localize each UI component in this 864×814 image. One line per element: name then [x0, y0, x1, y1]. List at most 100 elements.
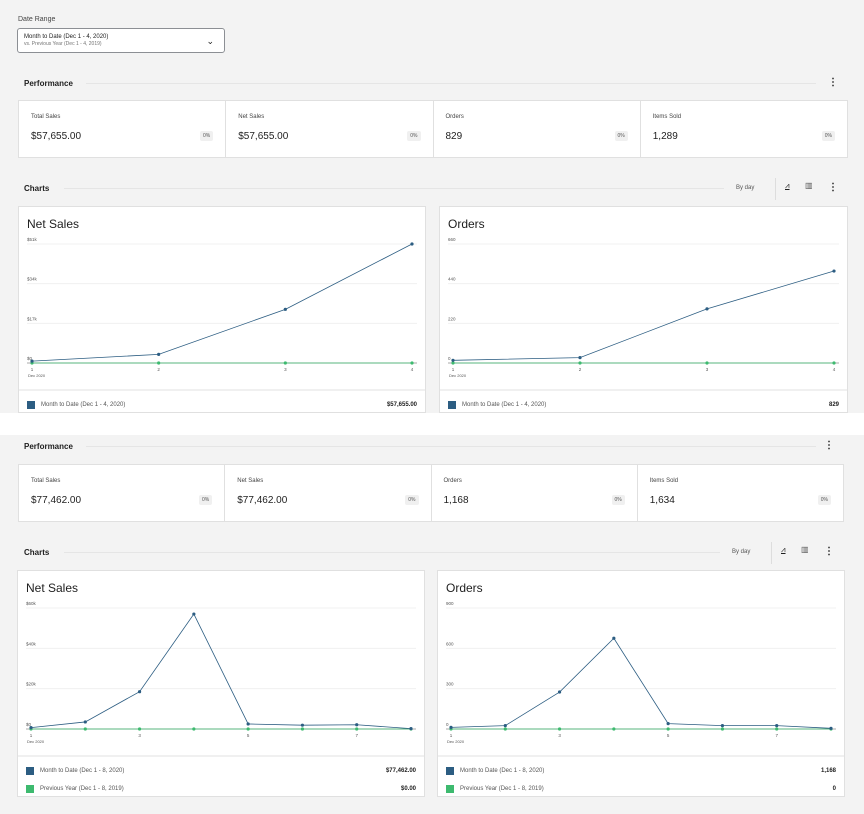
date-range-select[interactable]: Month to Date (Dec 1 - 4, 2020) vs. Prev… — [17, 28, 225, 53]
tile-delta-badge: 0% — [611, 495, 625, 505]
bar-chart-icon[interactable]: ▥ — [801, 545, 809, 554]
line-chart: $51k $34k $17k $0 1 2 3 4 Dec 2020 — [19, 237, 425, 391]
x-tick-label: 7 — [775, 733, 778, 738]
data-point — [449, 725, 453, 729]
legend-item[interactable]: Month to Date (Dec 1 - 4, 2020) 829 — [448, 397, 839, 413]
y-tick-label: 220 — [448, 316, 456, 321]
y-tick-label: $0 — [26, 722, 32, 727]
tile-value: $77,462.00 — [31, 495, 82, 506]
legend-swatch — [446, 767, 454, 775]
tile-total-sales[interactable]: Total Sales $77,462.00 0% — [19, 465, 226, 521]
chart-title: Orders — [448, 217, 485, 231]
performance-menu-icon[interactable]: ⋮ — [828, 77, 838, 88]
x-tick-label: 7 — [355, 733, 358, 738]
data-point — [300, 723, 305, 727]
tile-delta-badge: 0% — [407, 131, 421, 141]
y-tick-label: $40k — [26, 641, 37, 646]
legend-item[interactable]: Previous Year (Dec 1 - 8, 2019) $0.00 — [26, 781, 416, 797]
legend-label: Month to Date (Dec 1 - 4, 2020) — [462, 402, 547, 408]
data-point — [283, 307, 287, 311]
tile-label: Net Sales — [237, 478, 264, 484]
tile-total-sales[interactable]: Total Sales $57,655.00 0% — [19, 101, 227, 157]
tile-net-sales[interactable]: Net Sales $77,462.00 0% — [225, 465, 432, 521]
data-point — [720, 727, 725, 731]
chart-card-orders: Orders 660 440 220 0 1 2 3 4 Dec 2020 Month to Da… — [439, 206, 848, 413]
x-tick-label: 3 — [706, 367, 709, 372]
tile-label: Net Sales — [238, 114, 265, 120]
data-point — [666, 727, 670, 731]
legend-label: Month to Date (Dec 1 - 4, 2020) — [41, 402, 126, 408]
tile-items-sold[interactable]: Items Sold 1,289 0% — [641, 101, 847, 157]
data-point — [157, 352, 161, 356]
tile-value: 1,168 — [443, 495, 469, 506]
x-axis-sublabel: Dec 2020 — [447, 739, 465, 744]
data-point — [557, 727, 562, 731]
tile-value: 829 — [445, 131, 463, 142]
data-point — [246, 722, 250, 726]
data-point — [300, 727, 305, 731]
vertical-divider — [775, 178, 776, 200]
x-tick-label: 5 — [667, 733, 670, 738]
legend-value: 0 — [832, 786, 836, 792]
performance-menu-icon[interactable]: ⋮ — [824, 440, 834, 451]
tile-orders[interactable]: Orders 829 0% — [434, 101, 641, 157]
date-range-primary: Month to Date (Dec 1 - 4, 2020) — [24, 34, 109, 40]
y-tick-label: $34k — [27, 277, 38, 282]
data-point — [355, 727, 359, 731]
data-point — [29, 725, 33, 730]
legend-item[interactable]: Previous Year (Dec 1 - 8, 2019) 0 — [446, 781, 836, 797]
y-tick-label: 660 — [448, 237, 456, 242]
y-tick-label: 440 — [448, 277, 456, 282]
tile-label: Total Sales — [31, 478, 61, 484]
data-point — [578, 361, 582, 365]
data-point — [612, 636, 616, 640]
data-point — [192, 727, 196, 731]
tile-orders[interactable]: Orders 1,168 0% — [432, 465, 638, 521]
x-axis-sublabel: Dec 2020 — [28, 373, 46, 378]
x-tick-label: 1 — [30, 733, 33, 738]
data-point — [451, 358, 455, 362]
bar-chart-icon[interactable]: ▥ — [805, 181, 813, 190]
data-point — [355, 723, 359, 727]
data-point — [775, 727, 779, 731]
legend-item[interactable]: Month to Date (Dec 1 - 8, 2020) 1,168 — [446, 763, 836, 779]
data-point — [775, 724, 779, 728]
vertical-divider — [771, 542, 772, 564]
line-chart-icon[interactable]: ⩘ — [785, 181, 790, 190]
tile-delta-badge: 0% — [405, 495, 419, 505]
line-chart-icon[interactable]: ⩘ — [781, 545, 786, 554]
tile-delta-badge: 0% — [821, 131, 835, 141]
performance-tiles: Total Sales $57,655.00 0% Net Sales $57,… — [18, 100, 848, 158]
charts-menu-icon[interactable]: ⋮ — [828, 182, 838, 193]
tile-value: 1,289 — [652, 131, 678, 142]
legend-item[interactable]: Month to Date (Dec 1 - 4, 2020) $57,655.0… — [27, 397, 417, 413]
date-range-label: Date Range — [18, 16, 56, 23]
data-point — [83, 727, 87, 731]
tile-net-sales[interactable]: Net Sales $57,655.00 0% — [226, 101, 434, 157]
x-tick-label: 3 — [558, 733, 561, 738]
performance-title: Performance — [24, 79, 73, 88]
data-point — [578, 355, 582, 360]
x-tick-label: 1 — [450, 733, 453, 738]
chart-title: Orders — [446, 581, 483, 595]
tile-label: Items Sold — [649, 478, 679, 484]
data-point — [829, 726, 833, 730]
x-tick-label: 3 — [284, 367, 287, 372]
charts-menu-icon[interactable]: ⋮ — [824, 546, 834, 557]
legend-item[interactable]: Month to Date (Dec 1 - 8, 2020) $77,462.0… — [26, 763, 416, 779]
data-point — [503, 724, 507, 728]
x-tick-label: 1 — [452, 367, 455, 372]
legend-swatch — [448, 401, 456, 409]
x-axis-sublabel: Dec 2020 — [449, 373, 467, 378]
section-divider — [64, 188, 724, 189]
data-point — [705, 361, 709, 365]
tile-items-sold[interactable]: Items Sold 1,634 0% — [638, 465, 843, 521]
legend-value: 1,168 — [820, 768, 836, 774]
data-point — [157, 361, 161, 365]
y-tick-label: 600 — [446, 641, 454, 646]
interval-select[interactable]: By day — [736, 185, 755, 191]
interval-select[interactable]: By day — [732, 549, 751, 555]
x-tick-label: 3 — [138, 733, 141, 738]
chart-card-orders: Orders 900 600 300 0 1 3 5 7 Dec 2020 Month to Da… — [437, 570, 845, 797]
legend-label: Month to Date (Dec 1 - 8, 2020) — [460, 768, 545, 774]
